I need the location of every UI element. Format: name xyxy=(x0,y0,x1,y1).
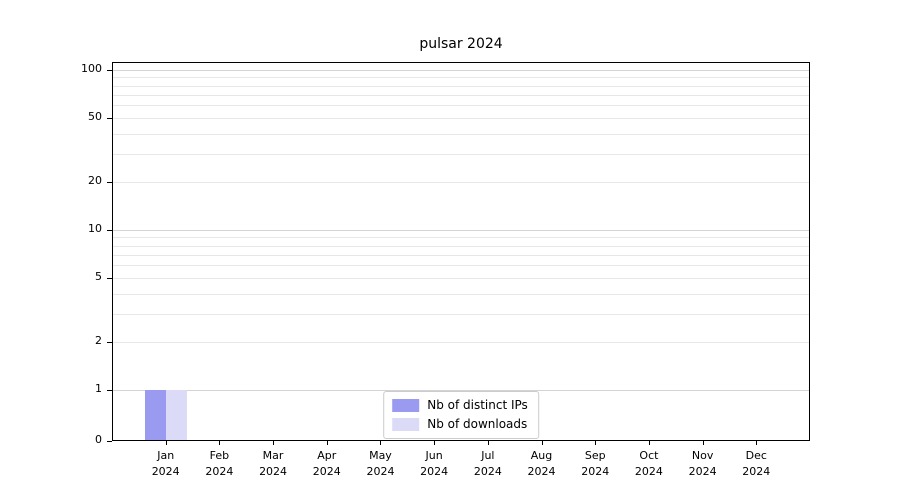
gridline-30 xyxy=(113,153,809,155)
x-tick-label-apr: Apr 2024 xyxy=(312,449,341,478)
x-tick-label-mar: Mar 2024 xyxy=(259,449,288,478)
x-tick-aug xyxy=(541,441,543,445)
gridline-40 xyxy=(113,133,809,135)
x-tick-label-jun: Jun 2024 xyxy=(420,449,449,478)
x-tick-may xyxy=(380,441,382,445)
x-tick-feb xyxy=(219,441,221,445)
y-tick-label-5: 5 xyxy=(95,270,102,284)
y-tick-label-0: 0 xyxy=(95,433,102,446)
legend-label-nb-of-downloads: Nb of downloads xyxy=(427,417,528,431)
y-tick-100 xyxy=(107,70,112,71)
y-tick-label-2: 2 xyxy=(95,333,102,347)
y-tick-20 xyxy=(107,181,112,183)
x-tick-label-oct: Oct 2024 xyxy=(634,449,663,478)
gridline-10 xyxy=(113,230,809,231)
gridline-90 xyxy=(113,77,809,79)
bar-nb-of-distinct-ips-jan-2024 xyxy=(144,390,166,441)
x-tick-apr xyxy=(326,441,328,445)
gridline-70 xyxy=(113,94,809,96)
x-tick-dec xyxy=(756,441,758,445)
y-tick-1 xyxy=(107,390,112,391)
x-tick-jul xyxy=(487,441,489,445)
gridline-9 xyxy=(113,237,809,239)
gridline-2 xyxy=(113,341,809,343)
x-tick-label-dec: Dec 2024 xyxy=(742,449,771,478)
gridline-60 xyxy=(113,105,809,107)
y-tick-2 xyxy=(107,341,112,343)
legend-entry-nb-of-downloads: Nb of downloads xyxy=(392,417,528,431)
gridline-20 xyxy=(113,181,809,183)
x-tick-jan xyxy=(165,441,167,445)
gridline-7 xyxy=(113,254,809,256)
legend-entry-nb-of-distinct-ips: Nb of distinct IPs xyxy=(392,398,528,412)
y-tick-5 xyxy=(107,278,112,280)
y-tick-50 xyxy=(107,118,112,120)
bar-nb-of-downloads-jan-2024 xyxy=(165,390,187,441)
y-tick-label-20: 20 xyxy=(88,173,102,187)
gridline-8 xyxy=(113,245,809,247)
legend-label-nb-of-distinct-ips: Nb of distinct IPs xyxy=(427,398,528,412)
x-tick-label-may: May 2024 xyxy=(366,449,395,478)
gridline-4 xyxy=(113,293,809,295)
gridline-80 xyxy=(113,85,809,87)
gridline-1 xyxy=(113,390,809,391)
x-tick-label-nov: Nov 2024 xyxy=(688,449,717,478)
x-tick-oct xyxy=(648,441,650,445)
y-tick-10 xyxy=(107,230,112,231)
chart-title: pulsar 2024 xyxy=(419,36,503,52)
x-tick-mar xyxy=(273,441,275,445)
x-tick-jun xyxy=(434,441,436,445)
x-tick-label-jan: Jan 2024 xyxy=(151,449,180,478)
x-tick-label-jul: Jul 2024 xyxy=(473,449,502,478)
x-tick-label-sep: Sep 2024 xyxy=(581,449,610,478)
x-tick-sep xyxy=(595,441,597,445)
y-tick-label-10: 10 xyxy=(88,222,102,235)
y-tick-0 xyxy=(107,441,112,442)
y-tick-label-100: 100 xyxy=(81,62,102,75)
x-tick-label-feb: Feb 2024 xyxy=(205,449,234,478)
x-tick-nov xyxy=(702,441,704,445)
x-tick-label-aug: Aug 2024 xyxy=(527,449,556,478)
y-tick-label-50: 50 xyxy=(88,110,102,124)
gridline-6 xyxy=(113,265,809,267)
legend: Nb of distinct IPs Nb of downloads xyxy=(383,391,539,439)
gridline-3 xyxy=(113,313,809,315)
gridline-50 xyxy=(113,118,809,120)
legend-swatch-nb-of-downloads xyxy=(392,417,420,431)
gridline-100 xyxy=(113,70,809,71)
y-tick-label-1: 1 xyxy=(95,382,102,395)
legend-swatch-nb-of-distinct-ips xyxy=(392,398,420,412)
gridline-5 xyxy=(113,278,809,280)
